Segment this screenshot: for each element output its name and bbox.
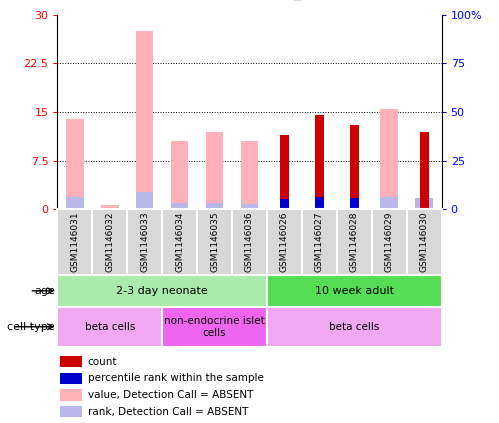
Bar xyxy=(267,275,442,307)
Bar xyxy=(59,356,82,367)
Text: GSM1146033: GSM1146033 xyxy=(140,212,149,272)
Bar xyxy=(206,203,224,209)
Text: beta cells: beta cells xyxy=(329,322,379,332)
Bar xyxy=(267,307,442,347)
Bar xyxy=(57,275,267,307)
Text: GSM1146029: GSM1146029 xyxy=(385,212,394,272)
Bar xyxy=(420,132,429,209)
Bar xyxy=(241,141,258,209)
Bar xyxy=(59,390,82,401)
Bar xyxy=(302,209,337,275)
Bar xyxy=(241,203,258,209)
Text: rank, Detection Call = ABSENT: rank, Detection Call = ABSENT xyxy=(88,407,248,417)
Bar xyxy=(350,198,359,209)
Bar xyxy=(372,209,407,275)
Bar xyxy=(232,209,267,275)
Bar xyxy=(171,203,189,209)
Bar xyxy=(267,209,302,275)
Bar xyxy=(162,307,267,347)
Text: percentile rank within the sample: percentile rank within the sample xyxy=(88,373,263,383)
Bar xyxy=(171,141,189,209)
Text: GSM1146030: GSM1146030 xyxy=(420,212,429,272)
Bar xyxy=(337,209,372,275)
Text: GSM1146027: GSM1146027 xyxy=(315,212,324,272)
Bar xyxy=(59,373,82,384)
Text: GSM1146028: GSM1146028 xyxy=(350,212,359,272)
Text: 2-3 day neonate: 2-3 day neonate xyxy=(116,286,208,296)
Text: GSM1146026: GSM1146026 xyxy=(280,212,289,272)
Bar xyxy=(315,115,324,209)
Text: value, Detection Call = ABSENT: value, Detection Call = ABSENT xyxy=(88,390,253,400)
Bar xyxy=(59,406,82,418)
Bar xyxy=(415,198,433,209)
Text: GSM1146031: GSM1146031 xyxy=(70,212,79,272)
Text: GSM1146032: GSM1146032 xyxy=(105,212,114,272)
Text: count: count xyxy=(88,357,117,367)
Bar xyxy=(57,307,162,347)
Bar xyxy=(280,199,289,209)
Bar xyxy=(197,209,232,275)
Bar xyxy=(280,135,289,209)
Text: beta cells: beta cells xyxy=(85,322,135,332)
Text: GSM1146034: GSM1146034 xyxy=(175,212,184,272)
Bar xyxy=(315,197,324,209)
Bar xyxy=(92,209,127,275)
Text: GSM1146035: GSM1146035 xyxy=(210,212,219,272)
Text: age: age xyxy=(34,286,55,296)
Bar xyxy=(162,209,197,275)
Bar xyxy=(127,209,162,275)
Bar xyxy=(407,209,442,275)
Bar xyxy=(66,197,84,209)
Bar xyxy=(66,118,84,209)
Bar xyxy=(57,209,92,275)
Bar xyxy=(380,197,398,209)
Text: GSM1146036: GSM1146036 xyxy=(245,212,254,272)
Bar xyxy=(350,125,359,209)
Bar xyxy=(136,192,154,209)
Bar xyxy=(136,31,154,209)
Bar xyxy=(101,205,119,209)
Bar xyxy=(380,109,398,209)
Text: non-endocrine islet
cells: non-endocrine islet cells xyxy=(164,316,265,338)
Text: cell type: cell type xyxy=(7,322,55,332)
Text: 10 week adult: 10 week adult xyxy=(315,286,394,296)
Bar xyxy=(206,132,224,209)
